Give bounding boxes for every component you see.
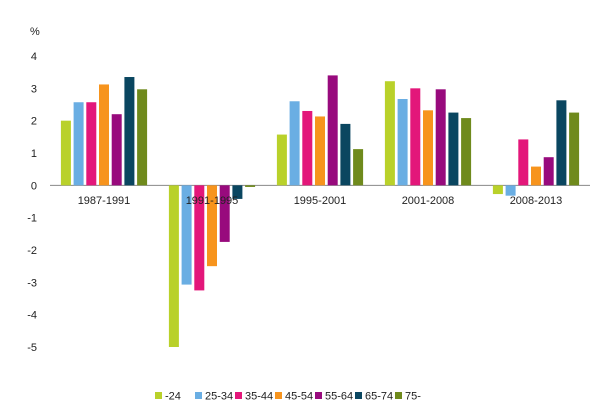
bar <box>410 88 420 185</box>
legend-swatch <box>395 392 402 399</box>
legend-label: 45-54 <box>285 391 313 403</box>
y-tick-label: 1 <box>31 148 37 160</box>
bar <box>340 124 350 185</box>
y-tick-label: -2 <box>27 245 37 257</box>
legend-label: 55-64 <box>325 391 353 403</box>
category-label: 1995-2001 <box>294 195 347 207</box>
bar <box>245 185 255 187</box>
legend-swatch <box>155 392 162 399</box>
category-labels: 1987-1991 1991-1995 1995-2001 2001-2008 2008… <box>78 195 563 207</box>
legend-label: 65-74 <box>365 391 393 403</box>
category-label: 2008-2013 <box>510 195 563 207</box>
category-label: 1987-1991 <box>78 195 131 207</box>
legend-swatch <box>355 392 362 399</box>
bar <box>448 113 458 186</box>
bar <box>124 77 134 185</box>
y-tick-label: 3 <box>31 83 37 95</box>
bar <box>74 102 84 185</box>
bar <box>61 121 71 186</box>
bar <box>328 75 338 185</box>
bars <box>61 75 579 347</box>
legend-swatch <box>315 392 322 399</box>
y-tick-label: 2 <box>31 116 37 128</box>
y-tick-label: -1 <box>27 213 37 225</box>
bar <box>461 118 471 185</box>
bar <box>290 101 300 185</box>
y-tick-label: -3 <box>27 277 37 289</box>
bar <box>99 84 109 185</box>
bar <box>353 149 363 185</box>
legend: -24 25-34 35-44 45-54 55-64 65-74 75- <box>155 391 421 403</box>
bar <box>385 81 395 185</box>
y-tick-label: -4 <box>27 310 37 322</box>
bar <box>169 185 179 347</box>
bar <box>493 185 503 194</box>
legend-swatch <box>275 392 282 399</box>
category-label: 1991-1995 <box>186 195 239 207</box>
bar <box>569 113 579 186</box>
bar <box>277 135 287 186</box>
bar <box>315 116 325 185</box>
bar <box>302 111 312 185</box>
bar <box>112 114 122 185</box>
y-tick-label: -5 <box>27 342 37 354</box>
legend-label: 75- <box>405 391 421 403</box>
legend-label: 25-34 <box>205 391 233 403</box>
legend-label: 35-44 <box>245 391 273 403</box>
bar <box>544 157 554 185</box>
bar <box>86 102 96 185</box>
legend-label: -24 <box>165 391 181 403</box>
bar <box>556 100 566 185</box>
bar <box>398 99 408 185</box>
bar <box>137 89 147 185</box>
bar <box>220 185 230 242</box>
bar <box>518 139 528 185</box>
category-label: 2001-2008 <box>402 195 455 207</box>
legend-swatch <box>235 392 242 399</box>
bar <box>436 89 446 185</box>
bar <box>531 167 541 186</box>
bar <box>423 110 433 185</box>
legend-swatch <box>195 392 202 399</box>
y-axis-unit-label: % <box>30 26 40 38</box>
y-tick-label: 4 <box>31 51 37 63</box>
y-tick-label: 0 <box>31 180 37 192</box>
